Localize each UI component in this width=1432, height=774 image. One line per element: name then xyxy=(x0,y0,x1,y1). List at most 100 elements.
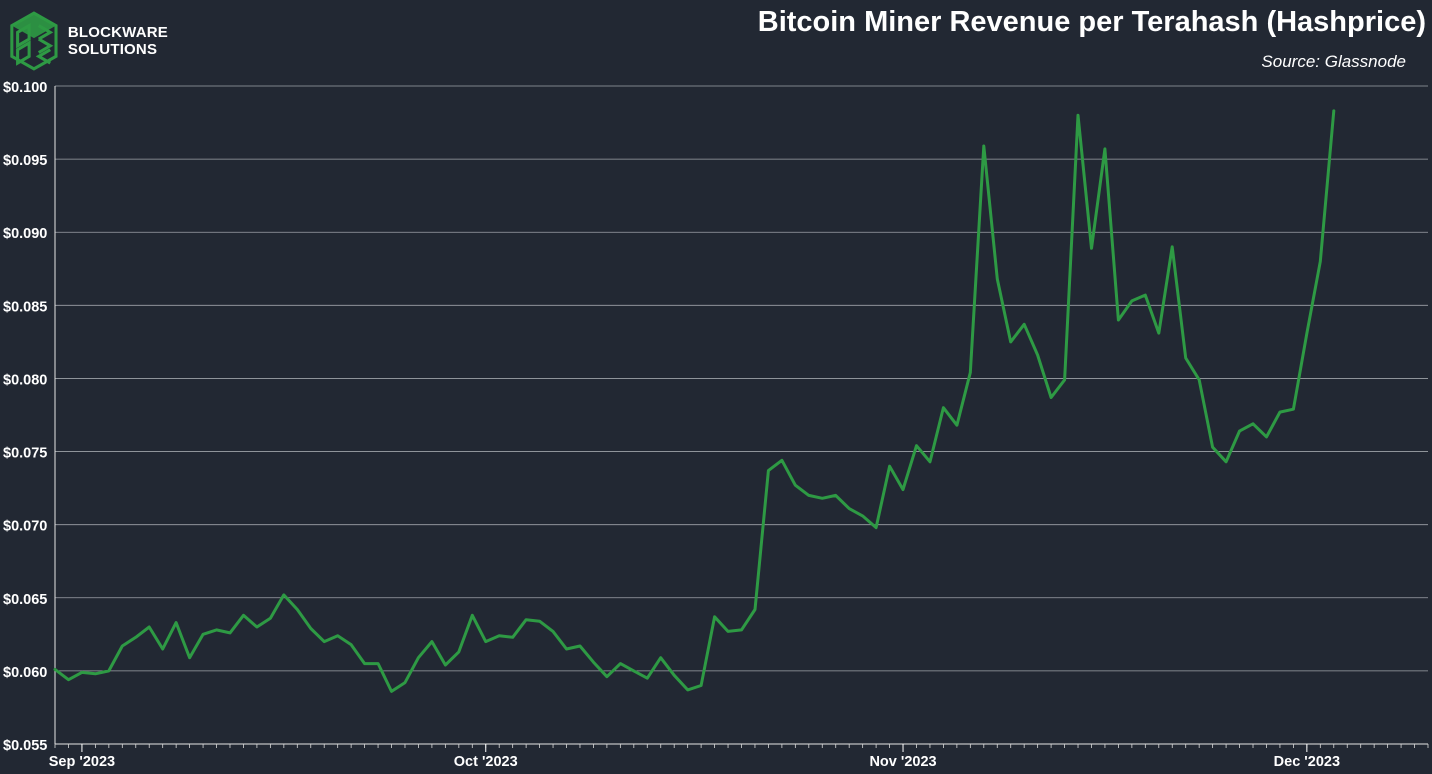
data-point xyxy=(296,608,299,611)
data-point xyxy=(592,660,595,664)
data-point xyxy=(430,640,434,643)
data-point xyxy=(1292,407,1295,411)
data-point xyxy=(1319,260,1322,263)
chart-source: Source: Glassnode xyxy=(1261,52,1406,71)
y-tick-label: $0.075 xyxy=(3,446,47,462)
data-point xyxy=(780,459,784,462)
data-point xyxy=(1022,323,1026,326)
data-point xyxy=(484,640,487,643)
data-point xyxy=(255,625,259,629)
data-point xyxy=(1224,460,1228,463)
data-point xyxy=(67,678,70,681)
data-point xyxy=(551,630,555,633)
y-tick-label: $0.085 xyxy=(3,299,47,315)
data-point xyxy=(605,675,609,678)
data-point xyxy=(148,625,151,629)
data-point xyxy=(1090,247,1093,250)
data-point xyxy=(336,634,339,637)
x-tick-label: Oct '2023 xyxy=(454,754,518,770)
data-point xyxy=(821,497,824,500)
data-point xyxy=(861,514,864,518)
data-point xyxy=(794,483,797,487)
data-point xyxy=(713,615,716,618)
data-point xyxy=(363,662,366,665)
data-point xyxy=(134,636,137,639)
data-point xyxy=(1130,299,1134,303)
data-point xyxy=(1171,245,1174,249)
data-point xyxy=(1117,318,1120,322)
data-point xyxy=(565,647,568,651)
data-point xyxy=(646,677,649,680)
gridlines xyxy=(55,85,1428,672)
data-point xyxy=(403,681,407,684)
brand-logo: BLOCKWARE SOLUTIONS xyxy=(8,10,168,72)
data-point xyxy=(511,636,514,639)
data-point xyxy=(1184,356,1187,360)
y-tick-label: $0.070 xyxy=(3,519,47,535)
y-tick-label: $0.100 xyxy=(3,80,47,96)
data-point xyxy=(80,671,84,674)
data-point xyxy=(699,684,703,687)
axes xyxy=(54,86,1428,745)
data-point xyxy=(659,656,662,659)
data-point xyxy=(1009,340,1012,344)
data-point xyxy=(1076,114,1080,117)
x-tick-label: Sep '2023 xyxy=(49,754,115,770)
data-point xyxy=(1211,445,1214,449)
data-point xyxy=(1103,147,1107,151)
data-point xyxy=(524,618,528,621)
data-point xyxy=(242,614,245,617)
brand-line-2: SOLUTIONS xyxy=(67,41,158,58)
series-line xyxy=(53,109,1336,693)
data-point xyxy=(686,688,689,692)
data-point xyxy=(996,277,999,281)
x-tick-label: Dec '2023 xyxy=(1274,754,1340,770)
data-point xyxy=(215,628,218,632)
data-point xyxy=(834,494,837,497)
data-point xyxy=(444,663,447,667)
data-point xyxy=(1036,353,1039,357)
data-point xyxy=(390,690,393,693)
data-point xyxy=(942,406,945,409)
data-point xyxy=(1157,331,1160,335)
data-point xyxy=(874,526,878,529)
blockware-logo-icon xyxy=(10,11,58,71)
data-point xyxy=(471,614,474,617)
data-point xyxy=(1049,396,1053,399)
data-point xyxy=(1305,331,1309,335)
data-point xyxy=(53,668,57,671)
data-point xyxy=(1278,410,1282,414)
data-point xyxy=(619,662,622,665)
data-point xyxy=(928,460,932,463)
data-point xyxy=(915,444,918,447)
data-point xyxy=(767,469,770,472)
data-point xyxy=(282,593,286,597)
data-point xyxy=(188,656,191,659)
y-axis-ticks: $0.055 $0.060 $0.065 $0.070 $0.075 $0.080 $0.0… xyxy=(3,80,47,754)
data-point xyxy=(417,656,420,659)
data-point xyxy=(376,662,380,665)
data-point xyxy=(1197,378,1201,382)
data-point xyxy=(201,633,205,636)
data-point xyxy=(1063,378,1066,382)
y-tick-label: $0.090 xyxy=(3,226,47,242)
x-tick-label: Nov '2023 xyxy=(869,754,936,770)
data-point xyxy=(888,464,891,468)
brand-line-1: BLOCKWARE xyxy=(67,24,168,41)
data-point xyxy=(982,144,985,148)
data-point xyxy=(969,371,972,374)
data-point xyxy=(457,650,461,654)
chart-title: Bitcoin Miner Revenue per Terahash (Hash… xyxy=(757,6,1426,38)
y-tick-label: $0.055 xyxy=(3,738,47,754)
data-point xyxy=(672,674,676,677)
data-point xyxy=(1144,293,1147,297)
data-point xyxy=(349,643,353,646)
data-point xyxy=(121,644,124,648)
data-point xyxy=(753,608,757,611)
y-tick-label: $0.065 xyxy=(3,592,47,608)
data-point xyxy=(161,647,164,651)
data-point xyxy=(309,627,312,630)
data-point xyxy=(1332,109,1335,113)
series-layer xyxy=(53,109,1336,693)
data-point xyxy=(498,634,501,637)
